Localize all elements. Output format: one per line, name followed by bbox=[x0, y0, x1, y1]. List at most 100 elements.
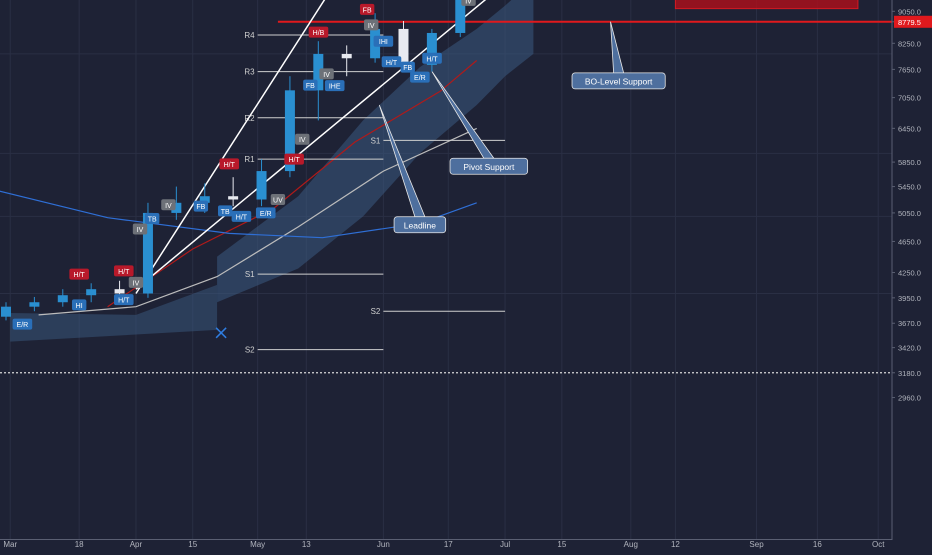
callout-label: Leadline bbox=[404, 220, 436, 230]
price-tick-label: 5850.0 bbox=[898, 158, 921, 167]
price-tag bbox=[894, 15, 932, 28]
callout-box bbox=[571, 72, 666, 90]
callout-box bbox=[449, 157, 529, 175]
pattern-badge-label: H/B bbox=[313, 30, 325, 37]
pattern-badge-label: H/T bbox=[118, 269, 130, 276]
price-tick-label: 9050.0 bbox=[898, 7, 921, 16]
pattern-badge-label: TB bbox=[148, 216, 157, 223]
candle-body bbox=[171, 202, 182, 213]
pattern-badge-label: H/T bbox=[74, 272, 86, 279]
pattern-badge-label: FB bbox=[306, 83, 315, 90]
zones bbox=[674, 0, 859, 10]
pattern-badge bbox=[308, 26, 329, 38]
pivot-label: R3 bbox=[244, 68, 255, 77]
pattern-badge bbox=[132, 223, 148, 235]
price-tick-label: 7650.0 bbox=[898, 65, 921, 74]
pattern-badge bbox=[193, 200, 209, 212]
pattern-badge bbox=[231, 210, 252, 222]
candle-body bbox=[114, 289, 125, 294]
pivot-label: R2 bbox=[244, 114, 255, 123]
callout-label: BO-Level Support bbox=[585, 76, 653, 86]
support-zone bbox=[674, 0, 859, 10]
time-tick-label: Aug bbox=[624, 540, 638, 549]
callout-box bbox=[393, 216, 447, 234]
ichimoku-cloud bbox=[217, 0, 534, 303]
time-tick-label: 17 bbox=[444, 540, 453, 549]
pattern-badge bbox=[284, 153, 304, 165]
pattern-badge bbox=[400, 61, 415, 73]
pattern-badge bbox=[359, 3, 375, 15]
price-tick-label: 8779.5 bbox=[898, 18, 921, 27]
candle-body bbox=[228, 196, 239, 200]
pattern-badge-label: IV bbox=[165, 203, 172, 210]
pattern-badge bbox=[324, 80, 345, 92]
pattern-badge-label: FB bbox=[403, 65, 412, 72]
candle-body bbox=[142, 212, 153, 294]
pattern-badge bbox=[364, 19, 379, 31]
candle-body bbox=[86, 289, 97, 296]
horizontal-levels bbox=[0, 20, 892, 374]
price-tick-label: 8250.0 bbox=[898, 39, 921, 48]
pattern-badge bbox=[71, 299, 87, 311]
pattern-badge bbox=[422, 52, 442, 64]
pattern-badge-label: H/T bbox=[426, 56, 438, 63]
time-tick-label: 18 bbox=[75, 540, 84, 549]
trend-line bbox=[135, 0, 326, 294]
callouts: Local High - 2018Rising Broadening Wedge… bbox=[378, 21, 666, 234]
pattern-badge-label: UV bbox=[273, 197, 283, 204]
candle-body bbox=[199, 196, 210, 203]
time-tick-label: 13 bbox=[302, 540, 311, 549]
time-tick-label: May bbox=[250, 540, 265, 549]
price-axis[interactable]: 24000.022000.020000.018000.016500.015000… bbox=[891, 0, 932, 540]
candle-body bbox=[1, 306, 11, 317]
pattern-badge bbox=[161, 199, 176, 211]
time-tick-label: Mar bbox=[3, 540, 17, 549]
pivot-label: S2 bbox=[245, 346, 255, 355]
pattern-badge-label: HI bbox=[76, 303, 83, 310]
moving-average-line bbox=[107, 60, 478, 308]
time-tick-label: 15 bbox=[557, 540, 566, 549]
pattern-badge-label: H/T bbox=[118, 298, 130, 305]
pattern-badge bbox=[295, 133, 310, 145]
pivot-label: R4 bbox=[244, 31, 255, 40]
pattern-badge bbox=[381, 56, 402, 68]
price-tick-label: 3670.0 bbox=[898, 319, 921, 328]
pivot-levels: R5R4R3R2R1S1S2R5R4R3R2R1S1S2 bbox=[244, 31, 506, 355]
candle-body bbox=[57, 295, 68, 303]
pivot-label: R1 bbox=[244, 155, 255, 164]
pattern-badge bbox=[128, 276, 144, 288]
pattern-badge-label: E/R bbox=[260, 211, 272, 218]
cloud-layer bbox=[10, 0, 534, 342]
pattern-badge-label: E/R bbox=[17, 322, 29, 329]
price-tick-label: 3180.0 bbox=[898, 369, 921, 378]
pattern-badge bbox=[410, 71, 430, 83]
price-axis-background bbox=[892, 0, 932, 540]
pattern-badge bbox=[303, 79, 318, 91]
pivot-label: S1 bbox=[245, 270, 255, 279]
pattern-badge-label: FB bbox=[363, 7, 372, 14]
pattern-badge bbox=[12, 318, 33, 330]
time-axis[interactable]: Mar 18 Apr 15 May 13 Jun 17 Jul 15 Aug 12 Sep 16 Oct bbox=[0, 539, 892, 550]
pattern-badge-label: H/T bbox=[386, 60, 398, 67]
pattern-badge-label: IV bbox=[323, 72, 330, 79]
candle-body bbox=[313, 53, 324, 91]
time-tick-label: Sep bbox=[749, 540, 764, 549]
time-tick-label: Jul bbox=[500, 540, 510, 549]
candle-body bbox=[398, 28, 409, 65]
time-tick-label: Apr bbox=[130, 540, 143, 549]
candle-body bbox=[256, 171, 267, 200]
pattern-badge bbox=[319, 68, 334, 80]
pattern-badge bbox=[113, 294, 134, 306]
pivot-label: S2 bbox=[371, 307, 381, 316]
price-tick-label: 4650.0 bbox=[898, 237, 921, 246]
pattern-badge bbox=[69, 268, 89, 280]
price-tick-label: 3420.0 bbox=[898, 344, 921, 353]
pattern-badge-label: H/T bbox=[224, 162, 236, 169]
pattern-badge-label: IHI bbox=[379, 39, 388, 46]
pattern-badge-label: IV bbox=[465, 0, 472, 5]
pattern-badge-label: H/T bbox=[236, 214, 248, 221]
candle-body bbox=[341, 53, 352, 59]
